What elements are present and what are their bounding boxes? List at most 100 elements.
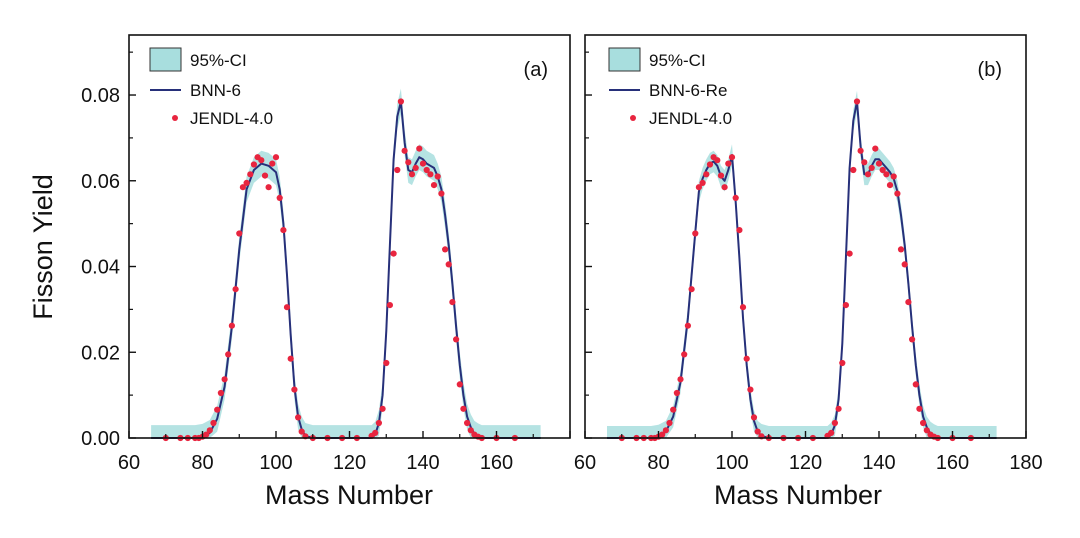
reference-point <box>681 351 688 358</box>
legend-ci-label: 95%-CI <box>190 51 247 70</box>
x-axis-title-b: Mass Number <box>714 480 882 510</box>
reference-point <box>250 161 257 168</box>
reference-point <box>703 171 710 178</box>
reference-point <box>861 159 868 166</box>
reference-point <box>225 351 232 358</box>
reference-point <box>232 286 239 293</box>
reference-point <box>258 157 265 164</box>
model-line-layer <box>607 100 997 439</box>
reference-points-layer <box>162 98 518 442</box>
reference-point <box>239 184 246 191</box>
reference-point <box>423 166 430 174</box>
ci-band <box>607 90 997 438</box>
reference-point <box>920 419 927 427</box>
x-tick-label: 120 <box>789 452 822 474</box>
reference-point <box>379 405 386 412</box>
x-tick-label: 180 <box>1009 452 1042 474</box>
reference-point <box>850 166 857 174</box>
x-tick-label: 120 <box>333 452 366 474</box>
reference-point <box>460 405 467 412</box>
x-axis-title-a: Mass Number <box>265 480 433 510</box>
reference-point <box>721 184 728 191</box>
reference-point <box>890 173 897 180</box>
reference-point <box>261 172 269 179</box>
ci-band-layer <box>151 88 541 438</box>
model-line <box>151 100 541 439</box>
reference-point <box>272 154 280 161</box>
x-tick-label: 100 <box>259 452 292 474</box>
legend-reference-label: JENDL-4.0 <box>649 109 732 128</box>
legend-a: 95%-CI BNN-6 JENDL-4.0 <box>149 47 273 128</box>
reference-point <box>897 246 905 253</box>
panel-a: 60 80 100 120 140 160 0.00 0.02 0.04 0.06 0.08 (a)… <box>81 34 571 474</box>
legend-reference-marker <box>172 115 178 121</box>
reference-point <box>670 406 677 413</box>
reference-point <box>879 166 886 174</box>
x-tick-label: 80 <box>191 452 213 474</box>
reference-point <box>412 164 419 171</box>
y-tick-label: 0.08 <box>81 85 120 107</box>
reference-point <box>916 405 923 412</box>
reference-point <box>221 376 228 383</box>
reference-point <box>383 359 390 367</box>
reference-point <box>375 419 382 427</box>
ticks-layer: 60 80 100 120 140 160 180 <box>574 51 1043 474</box>
panel-label-b: (b) <box>978 59 1002 81</box>
reference-point <box>743 355 750 362</box>
reference-point <box>747 386 754 393</box>
ci-band-layer <box>607 90 997 438</box>
reference-point <box>725 160 732 167</box>
reference-point <box>210 419 217 427</box>
legend-model-label: BNN-6-Re <box>649 81 727 100</box>
legend-reference-marker <box>630 115 636 121</box>
reference-point <box>659 431 666 438</box>
reference-point <box>695 184 703 191</box>
ci-band <box>151 88 541 438</box>
reference-point <box>923 427 930 434</box>
x-tick-label: 100 <box>715 452 748 474</box>
reference-point <box>408 171 416 178</box>
reference-point <box>706 161 714 168</box>
reference-point <box>875 160 883 167</box>
reference-point <box>728 154 736 161</box>
reference-point <box>280 227 287 234</box>
reference-point <box>677 376 684 383</box>
x-tick-label: 160 <box>936 452 969 474</box>
reference-point <box>295 414 302 421</box>
reference-point <box>714 157 721 164</box>
reference-point <box>394 166 401 174</box>
legend-reference-label: JENDL-4.0 <box>190 109 273 128</box>
reference-point <box>831 419 839 427</box>
reference-point <box>419 160 427 167</box>
reference-point <box>265 184 272 191</box>
reference-point <box>445 261 452 268</box>
reference-point <box>912 381 919 388</box>
reference-point <box>736 227 743 234</box>
reference-point <box>243 179 250 186</box>
reference-point <box>857 147 864 154</box>
model-line-layer <box>151 100 541 439</box>
legend-model-label: BNN-6 <box>190 81 241 100</box>
reference-point <box>386 302 393 309</box>
reference-points-layer <box>618 98 975 442</box>
reference-point <box>692 230 699 237</box>
reference-point <box>835 405 842 412</box>
reference-point <box>401 147 408 154</box>
y-axis-title: Fisson Yield <box>28 174 58 320</box>
reference-point <box>872 145 879 152</box>
reference-point <box>453 336 460 343</box>
legend-ci-swatch <box>149 47 182 72</box>
reference-point <box>390 250 397 257</box>
reference-point <box>909 336 916 343</box>
x-tick-label: 80 <box>647 452 669 474</box>
reference-point <box>894 190 901 197</box>
reference-point <box>901 261 908 268</box>
reference-point <box>467 427 474 434</box>
reference-point <box>269 160 276 167</box>
x-tick-label: 140 <box>862 452 895 474</box>
reference-point <box>228 322 235 329</box>
reference-point <box>864 171 872 178</box>
reference-point <box>203 431 210 438</box>
reference-point <box>236 230 243 237</box>
